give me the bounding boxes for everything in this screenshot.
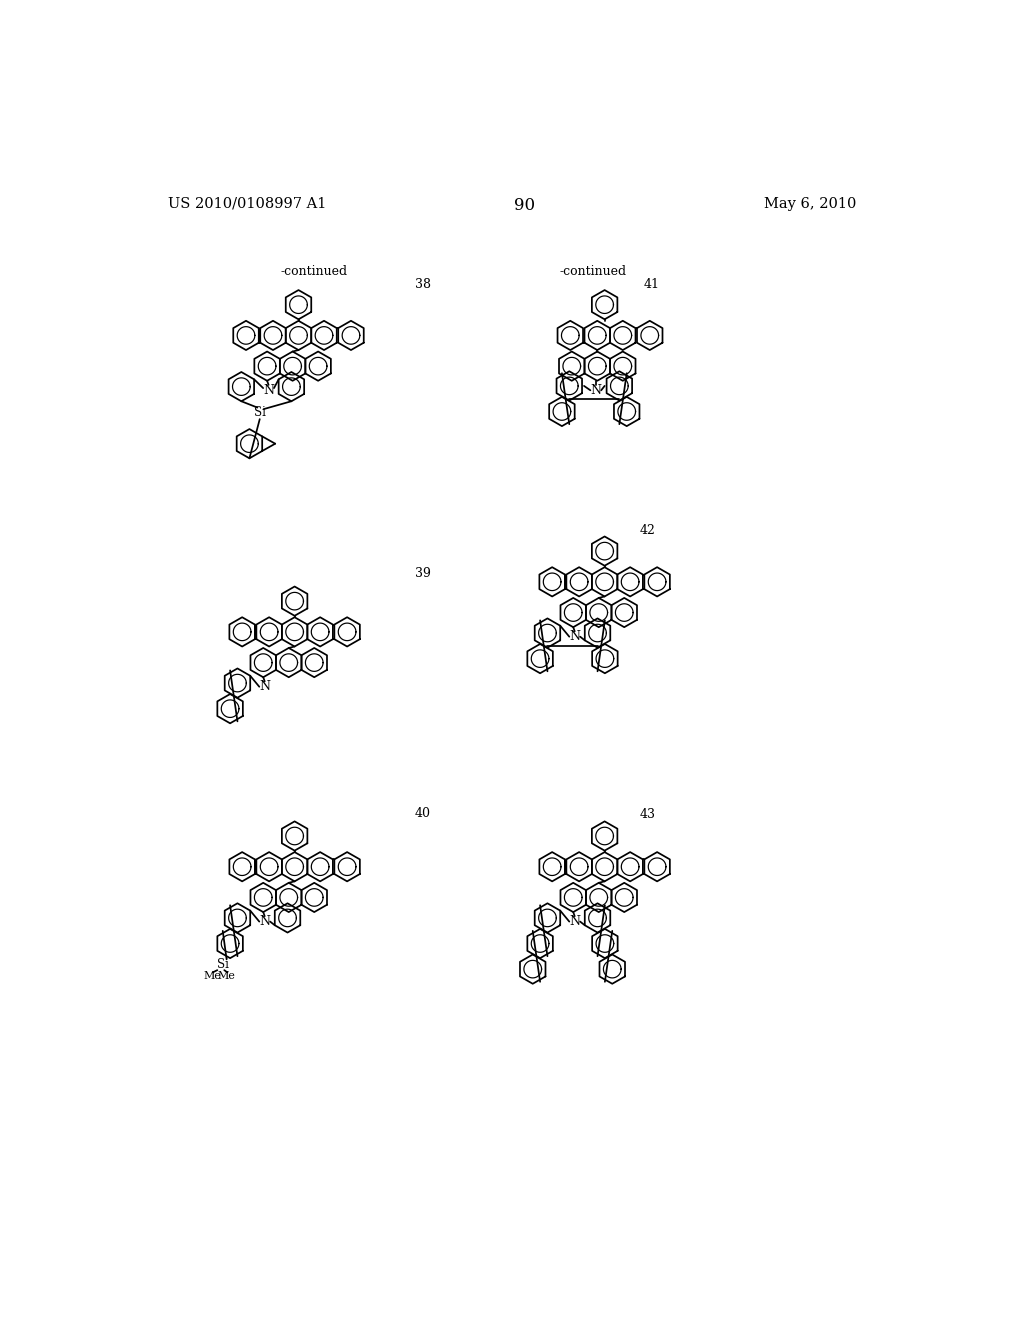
Text: N: N xyxy=(590,384,601,397)
Text: 43: 43 xyxy=(640,808,655,821)
Text: N: N xyxy=(259,680,270,693)
Text: N: N xyxy=(569,630,581,643)
Text: 41: 41 xyxy=(643,277,659,290)
Text: Si: Si xyxy=(254,407,265,420)
Text: N: N xyxy=(569,915,581,928)
Text: 40: 40 xyxy=(415,807,431,820)
Text: N: N xyxy=(263,384,274,397)
Text: -continued: -continued xyxy=(559,265,627,279)
Text: Me: Me xyxy=(218,970,236,981)
Text: 42: 42 xyxy=(640,524,655,537)
Text: Si: Si xyxy=(217,958,228,972)
Text: N: N xyxy=(259,915,270,928)
Text: 90: 90 xyxy=(514,197,536,214)
Text: May 6, 2010: May 6, 2010 xyxy=(764,197,856,211)
Text: 38: 38 xyxy=(415,277,431,290)
Text: -continued: -continued xyxy=(281,265,347,279)
Text: US 2010/0108997 A1: US 2010/0108997 A1 xyxy=(168,197,327,211)
Text: 39: 39 xyxy=(415,566,431,579)
Text: Me: Me xyxy=(204,970,221,981)
